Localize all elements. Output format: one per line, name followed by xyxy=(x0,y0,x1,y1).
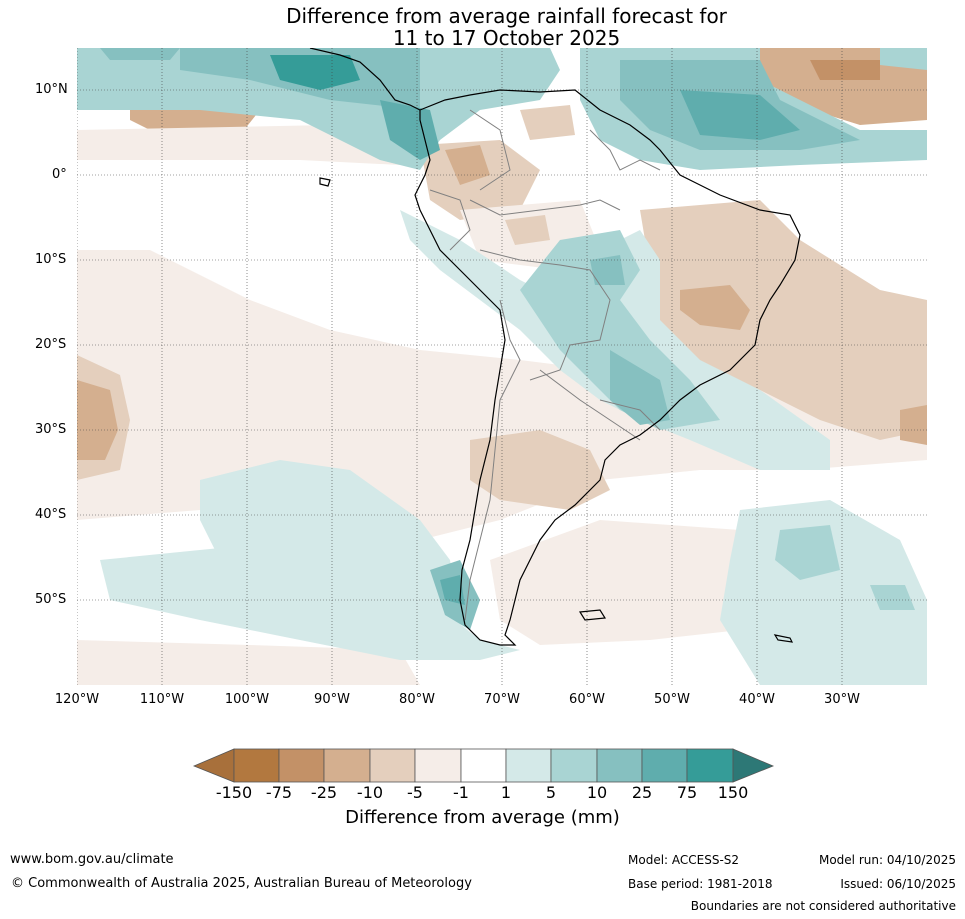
lon-label: 100°W xyxy=(225,692,269,707)
colorbar-tick-label: -10 xyxy=(357,783,383,802)
lon-label: 90°W xyxy=(314,692,350,707)
colorbar-low-arrow xyxy=(194,749,234,782)
colorbar xyxy=(194,749,773,782)
colorbar-high-arrow xyxy=(733,749,773,782)
dry-region-north-atlantic-core xyxy=(810,60,880,80)
lat-label: 30°S xyxy=(35,422,66,437)
lon-label: 110°W xyxy=(140,692,184,707)
lat-label: 20°S xyxy=(35,337,66,352)
model-text: Model: ACCESS-S2 xyxy=(628,853,739,867)
base-period-text: Base period: 1981-2018 xyxy=(628,877,773,891)
wet-region-brazil-band-core xyxy=(590,255,625,285)
colorbar-tick-label: -5 xyxy=(407,783,423,802)
colorbar-tick-label: -75 xyxy=(266,783,292,802)
lon-label: 70°W xyxy=(484,692,520,707)
map-plot-area xyxy=(77,48,927,685)
colorbar-tick-label: 75 xyxy=(677,783,697,802)
colorbar-tick-label: -25 xyxy=(311,783,337,802)
colorbar-title: Difference from average (mm) xyxy=(0,807,965,828)
lat-label: 40°S xyxy=(35,507,66,522)
lat-label: 10°N xyxy=(35,82,68,97)
lon-label: 30°W xyxy=(824,692,860,707)
colorbar-tick-label: 25 xyxy=(632,783,652,802)
colorbar-swatch-8 xyxy=(551,749,597,782)
lon-label: 40°W xyxy=(739,692,775,707)
copyright-text: © Commonwealth of Australia 2025, Austra… xyxy=(11,876,472,891)
lon-label: 50°W xyxy=(654,692,690,707)
wet-region-northwest xyxy=(100,48,180,60)
issued-text: Issued: 06/10/2025 xyxy=(840,877,956,891)
colorbar-swatch-11 xyxy=(687,749,733,782)
colorbar-swatch-5 xyxy=(415,749,461,782)
colorbar-tick-label: -1 xyxy=(453,783,469,802)
lon-label: 60°W xyxy=(569,692,605,707)
lat-label: 10°S xyxy=(35,252,66,267)
model-run-text: Model run: 04/10/2025 xyxy=(819,853,956,867)
website-link[interactable]: www.bom.gov.au/climate xyxy=(10,852,174,867)
colorbar-swatch-6 xyxy=(461,749,506,782)
colorbar-tick-label: 150 xyxy=(718,783,749,802)
lon-label: 120°W xyxy=(55,692,99,707)
colorbar-tick-label: 1 xyxy=(501,783,511,802)
colorbar-swatch-3 xyxy=(324,749,370,782)
colorbar-swatch-4 xyxy=(370,749,415,782)
dry-region-south-atlantic xyxy=(900,405,927,445)
lat-label: 50°S xyxy=(35,592,66,607)
colorbar-swatch-7 xyxy=(506,749,551,782)
rainfall-map xyxy=(0,0,965,919)
colorbar-tick-label: 10 xyxy=(587,783,607,802)
lat-label: 0° xyxy=(52,167,67,182)
colorbar-swatch-2 xyxy=(279,749,324,782)
disclaimer-text: Boundaries are not considered authoritat… xyxy=(691,899,956,913)
colorbar-swatch-1 xyxy=(234,749,279,782)
colorbar-swatch-9 xyxy=(597,749,642,782)
colorbar-swatch-10 xyxy=(642,749,687,782)
dry-region-venezuela xyxy=(520,105,575,140)
colorbar-tick-label: 5 xyxy=(546,783,556,802)
colorbar-tick-label: -150 xyxy=(216,783,252,802)
lon-label: 80°W xyxy=(399,692,435,707)
